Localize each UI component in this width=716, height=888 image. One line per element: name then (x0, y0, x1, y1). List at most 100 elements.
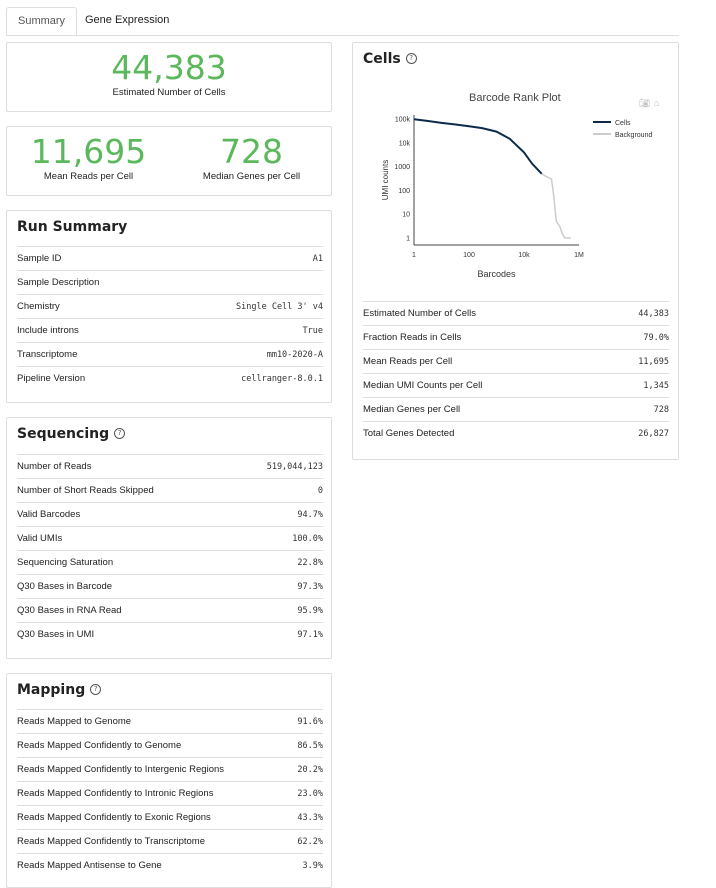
table-row: Chemistry Single Cell 3' v4 (17, 294, 323, 319)
row-label: Reads Mapped Confidently to Exonic Regio… (17, 805, 290, 830)
table-row: Number of Reads 519,044,123 (17, 454, 323, 479)
table-row: Fraction Reads in Cells 79.0% (363, 325, 669, 350)
row-label: Chemistry (17, 294, 166, 319)
run-summary-card: Run Summary Sample ID A1 Sample Descriptio… (6, 210, 332, 403)
row-value: Single Cell 3' v4 (165, 294, 323, 319)
table-row: Valid UMIs 100.0% (17, 526, 323, 551)
row-value: 0 (233, 478, 323, 503)
cells-heading: Cells? (363, 51, 417, 67)
row-value: 1,345 (606, 373, 669, 398)
table-row: Reads Mapped Confidently to Intergenic R… (17, 757, 323, 782)
row-value: 100.0% (233, 526, 323, 551)
mapping-heading: Mapping? (17, 682, 102, 698)
estimated-cells-label: Estimated Number of Cells (112, 87, 226, 98)
table-row: Reads Mapped to Genome 91.6% (17, 709, 323, 734)
row-label: Median Genes per Cell (363, 397, 607, 422)
row-label: Sequencing Saturation (17, 550, 234, 575)
camera-icon[interactable]: 📷︎ (639, 98, 651, 108)
table-row: Reads Mapped Confidently to Transcriptom… (17, 829, 323, 854)
run-summary-title: Run Summary (17, 219, 128, 235)
row-value: 95.9% (233, 598, 323, 623)
row-value: 11,695 (606, 349, 669, 374)
y-tick-label: 10 (402, 212, 410, 219)
mean-reads-value: 11,695 (30, 132, 147, 171)
row-value: 43.3% (289, 805, 323, 830)
row-label: Q30 Bases in Barcode (17, 574, 234, 599)
chart-title: Barcode Rank Plot (469, 92, 561, 104)
row-label: Reads Mapped to Genome (17, 709, 290, 734)
run-summary-table: Sample ID A1 Sample Description Chemistry Si… (17, 246, 323, 390)
row-value: 23.0% (289, 781, 323, 806)
median-genes-block: 728 Median Genes per Cell (170, 132, 333, 183)
row-value: 94.7% (233, 502, 323, 527)
home-icon[interactable]: ⌂ (654, 98, 660, 108)
mapping-card: Mapping? Reads Mapped to Genome 91.6% Read… (6, 673, 332, 888)
median-genes-label: Median Genes per Cell (202, 171, 301, 182)
table-row: Sequencing Saturation 22.8% (17, 550, 323, 575)
table-row: Include introns True (17, 318, 323, 343)
table-row: Pipeline Version cellranger-8.0.1 (17, 366, 323, 390)
row-label: Include introns (17, 318, 166, 343)
row-label: Reads Mapped Confidently to Intronic Reg… (17, 781, 290, 806)
row-value: 22.8% (233, 550, 323, 575)
barcode-rank-plot[interactable]: 1 100 10k 1M 1 10 100 1000 10k 100k Barcodes UMI co… (357, 107, 677, 307)
mean-reads-label: Mean Reads per Cell (43, 171, 134, 182)
row-label: Transcriptome (17, 342, 166, 367)
x-tick-label: 10k (518, 252, 530, 259)
table-row: Transcriptome mm10-2020-A (17, 342, 323, 367)
row-value: 97.3% (233, 574, 323, 599)
sequencing-card: Sequencing? Number of Reads 519,044,123 Nu… (6, 417, 332, 659)
row-label: Median UMI Counts per Cell (363, 373, 607, 398)
table-row: Q30 Bases in Barcode 97.3% (17, 574, 323, 599)
row-label: Mean Reads per Cell (363, 349, 607, 374)
mapping-table: Reads Mapped to Genome 91.6% Reads Mapped … (17, 709, 323, 877)
row-value: A1 (165, 246, 323, 271)
row-label: Reads Mapped Confidently to Genome (17, 733, 290, 758)
row-value: 3.9% (289, 853, 323, 877)
table-row: Estimated Number of Cells 44,383 (363, 301, 669, 326)
row-label: Reads Mapped Confidently to Intergenic R… (17, 757, 290, 782)
x-tick-label: 100 (463, 252, 475, 259)
table-row: Q30 Bases in RNA Read 95.9% (17, 598, 323, 623)
row-label: Reads Mapped Antisense to Gene (17, 853, 290, 877)
table-row: Reads Mapped Confidently to Intronic Reg… (17, 781, 323, 806)
help-icon[interactable]: ? (405, 52, 417, 64)
row-label: Pipeline Version (17, 366, 166, 390)
row-value: mm10-2020-A (165, 342, 323, 367)
cells-table: Estimated Number of Cells 44,383 Fraction … (363, 301, 669, 445)
row-value: 62.2% (289, 829, 323, 854)
row-label: Sample ID (17, 246, 166, 271)
legend-label: Background (615, 132, 652, 139)
row-label: Reads Mapped Confidently to Transcriptom… (17, 829, 290, 854)
x-tick-label: 1M (574, 252, 584, 259)
help-icon[interactable]: ? (114, 427, 126, 439)
y-tick-label: 100 (398, 188, 410, 195)
row-label: Valid UMIs (17, 526, 234, 551)
table-row: Reads Mapped Antisense to Gene 3.9% (17, 853, 323, 877)
row-label: Valid Barcodes (17, 502, 234, 527)
row-value: 519,044,123 (233, 454, 323, 479)
row-value (165, 270, 323, 295)
table-row: Number of Short Reads Skipped 0 (17, 478, 323, 503)
table-row: Q30 Bases in UMI 97.1% (17, 622, 323, 646)
row-value: 26,827 (606, 421, 669, 445)
median-genes-value: 728 (220, 132, 283, 171)
row-value: True (165, 318, 323, 343)
tab-summary[interactable]: Summary (6, 7, 78, 35)
row-value: 97.1% (233, 622, 323, 646)
series-line-background (541, 173, 571, 239)
mean-reads-block: 11,695 Mean Reads per Cell (7, 132, 170, 183)
y-tick-label: 10k (399, 140, 411, 147)
table-row: Median UMI Counts per Cell 1,345 (363, 373, 669, 398)
row-label: Number of Reads (17, 454, 234, 479)
sequencing-table: Number of Reads 519,044,123 Number of Shor… (17, 454, 323, 646)
row-value: 44,383 (606, 301, 669, 326)
row-value: 728 (606, 397, 669, 422)
row-label: Q30 Bases in RNA Read (17, 598, 234, 623)
table-row: Reads Mapped Confidently to Genome 86.5% (17, 733, 323, 758)
row-value: 79.0% (606, 325, 669, 350)
table-row: Sample ID A1 (17, 246, 323, 271)
x-tick-label: 1 (412, 252, 416, 259)
tab-gene-expression[interactable]: Gene Expression (85, 14, 170, 26)
help-icon[interactable]: ? (90, 683, 102, 695)
